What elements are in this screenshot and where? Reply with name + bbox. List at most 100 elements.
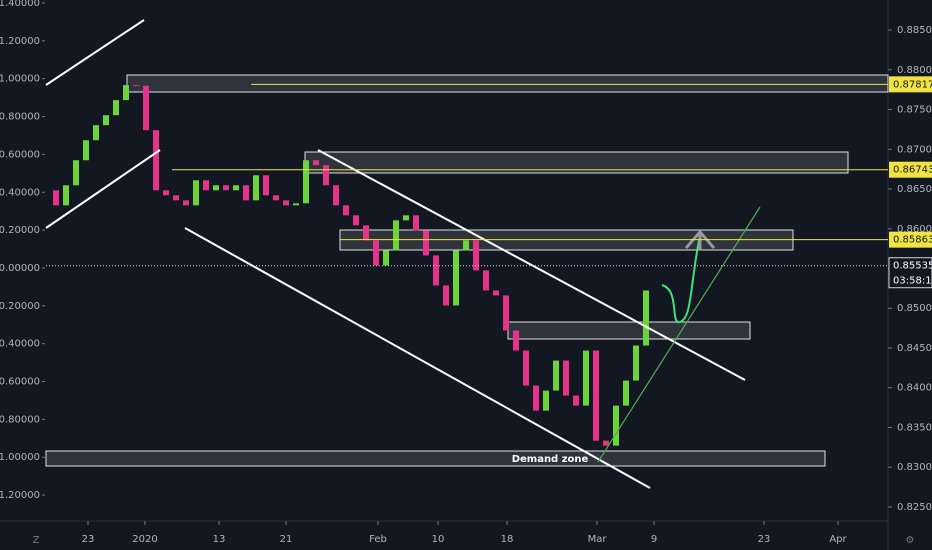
candle: [313, 160, 319, 166]
candle: [113, 100, 119, 116]
candle: [583, 350, 589, 406]
candle: [513, 330, 519, 351]
x-tick-label: 21: [280, 534, 293, 545]
candle: [463, 240, 469, 251]
trend-line: [45, 149, 161, 229]
y2-tick-label: 0.60000: [0, 149, 40, 160]
y2-tick-label: 1.00000: [0, 74, 40, 85]
price-label-box: [889, 76, 932, 93]
y-tick-label: 0.88500: [897, 25, 932, 36]
zone: [507, 321, 751, 340]
candle: [433, 255, 439, 286]
candle: [353, 215, 359, 226]
candle: [533, 385, 539, 411]
candle: [103, 115, 109, 126]
price-label-box: [889, 231, 932, 248]
y2-tick-label: 1.20000: [0, 36, 40, 47]
candle: [363, 225, 369, 241]
candle: [143, 85, 149, 131]
candle: [383, 250, 389, 266]
y2-tick-label: 1.40000: [0, 0, 40, 9]
annotation: Demand zone: [512, 454, 589, 465]
candle: [293, 203, 299, 206]
price-label: 0.87817: [893, 79, 932, 90]
candle: [323, 165, 329, 186]
candle: [263, 175, 269, 196]
candle: [73, 160, 79, 186]
current-price-box: [888, 257, 932, 289]
candle: [243, 185, 249, 201]
y2-tick-label: -1.20000: [0, 490, 40, 501]
y2-tick-label: 0.20000: [0, 225, 40, 236]
candle: [483, 270, 489, 291]
candle: [563, 360, 569, 396]
candle: [133, 85, 139, 87]
candle: [423, 230, 429, 256]
y2-tick-label: -0.60000: [0, 377, 40, 388]
candle: [183, 200, 189, 206]
logo-icon[interactable]: Z: [33, 535, 40, 546]
support-line: [597, 206, 761, 463]
y2-tick-label: 0.00000: [0, 263, 40, 274]
price-label: 0.85863: [893, 235, 932, 246]
candle: [453, 250, 459, 306]
candle: [193, 180, 199, 206]
candle: [283, 200, 289, 206]
candle: [223, 185, 229, 191]
y2-tick-label: -0.20000: [0, 301, 40, 312]
candle: [253, 175, 259, 201]
candle: [613, 405, 619, 446]
countdown: 03:58:11: [893, 276, 932, 287]
y2-tick-label: -0.40000: [0, 339, 40, 350]
candle: [93, 125, 99, 141]
settings-icon[interactable]: ⚙: [906, 535, 915, 546]
x-tick-label: 13: [213, 534, 226, 545]
y2-tick-label: -1.00000: [0, 452, 40, 463]
x-tick-label: 18: [501, 534, 514, 545]
candle: [473, 240, 479, 271]
candle: [303, 160, 309, 204]
zone: [126, 74, 889, 93]
demand-zone: [45, 450, 826, 467]
projection-arrow: [684, 229, 716, 250]
candle: [633, 345, 639, 381]
candle: [173, 195, 179, 201]
candle: [543, 390, 549, 411]
price-label: 0.86743: [893, 165, 932, 176]
candle: [123, 85, 129, 101]
x-tick-label: Mar: [588, 534, 608, 545]
x-tick-label: 2020: [132, 534, 157, 545]
candle: [403, 215, 409, 221]
x-tick-label: 23: [82, 534, 95, 545]
candle: [213, 185, 219, 191]
candle: [233, 185, 239, 191]
candle: [53, 190, 59, 206]
trend-line: [184, 227, 651, 489]
candle: [393, 220, 399, 251]
trend-line: [45, 19, 145, 86]
candle: [643, 290, 649, 346]
candle: [413, 215, 419, 231]
candle: [83, 140, 89, 161]
candle: [63, 185, 69, 206]
candle: [343, 205, 349, 216]
x-tick-label: 23: [758, 534, 771, 545]
y2-tick-label: 0.80000: [0, 112, 40, 123]
candle: [603, 440, 609, 446]
candle: [493, 290, 499, 296]
candle: [163, 190, 169, 196]
candle: [373, 240, 379, 266]
candle: [503, 295, 509, 331]
candle: [443, 285, 449, 306]
